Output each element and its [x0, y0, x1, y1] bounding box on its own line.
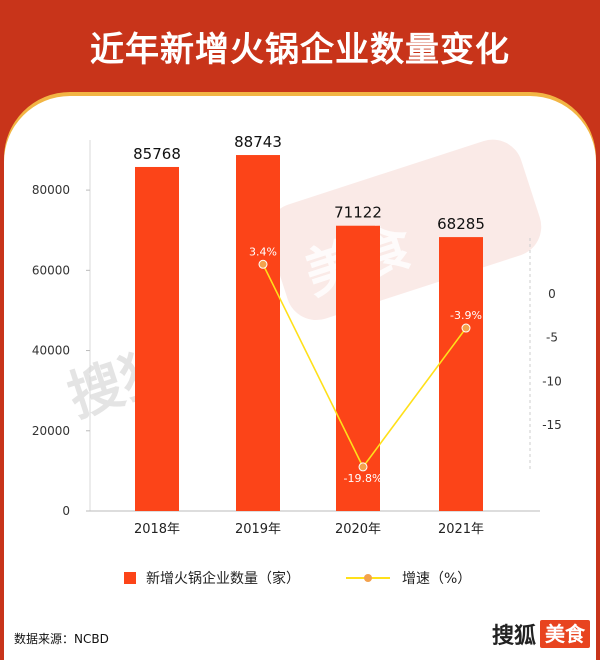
logo-main-text: 搜狐 — [491, 624, 536, 649]
bar — [439, 237, 483, 512]
legend-swatch-line — [346, 574, 390, 582]
growth-point — [461, 323, 471, 333]
growth-value-label: 3.4% — [249, 245, 277, 258]
growth-point — [358, 462, 368, 472]
y-tick-label-right: 0 — [548, 287, 556, 301]
legend-label-bars: 新增火锅企业数量（家） — [146, 571, 300, 587]
source-note: 数据来源：NCBD — [14, 632, 109, 646]
chart-card — [4, 96, 596, 660]
legend-item-line: 增速（%） — [346, 566, 471, 590]
growth-point — [258, 259, 268, 269]
logo-box-text: 美食 — [540, 620, 590, 648]
page-title: 近年新增火锅企业数量变化 — [90, 29, 510, 70]
bar-value-label: 88743 — [234, 133, 282, 151]
bar-value-label: 68285 — [437, 215, 485, 233]
bar-value-label: 85768 — [133, 145, 181, 163]
y-tick-label-left: 80000 — [32, 183, 70, 197]
legend-item-bars: 新增火锅企业数量（家） — [124, 566, 300, 590]
y-tick-label-right: -15 — [542, 418, 562, 432]
x-tick-label: 2020年 — [335, 522, 381, 537]
x-tick-label: 2018年 — [134, 522, 180, 537]
sohu-food-logo: 搜狐 美食 — [491, 620, 590, 649]
x-tick-label: 2019年 — [235, 522, 281, 537]
bar — [236, 155, 280, 511]
y-tick-label-left: 60000 — [32, 263, 70, 277]
legend-label-line: 增速（%） — [402, 571, 472, 587]
y-tick-label-left: 40000 — [32, 344, 70, 358]
bar — [135, 166, 179, 511]
legend: 新增火锅企业数量（家） 增速（%） — [0, 566, 600, 590]
growth-value-label: -19.8% — [344, 472, 383, 485]
x-tick-label: 2021年 — [438, 522, 484, 537]
legend-swatch-bars — [124, 572, 136, 584]
bar — [336, 225, 380, 512]
bar-value-label: 71122 — [334, 204, 382, 222]
y-tick-label-right: -5 — [546, 331, 558, 345]
growth-value-label: -3.9% — [450, 309, 482, 322]
title-bar: 近年新增火锅企业数量变化 — [0, 0, 600, 92]
y-tick-label-left: 20000 — [32, 424, 70, 438]
y-tick-label-right: -10 — [542, 374, 562, 388]
y-tick-label-left: 0 — [62, 504, 70, 518]
